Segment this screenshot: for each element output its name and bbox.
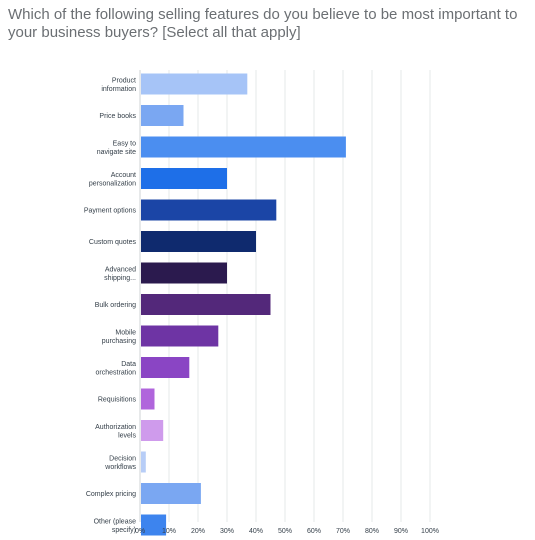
bar [141, 325, 219, 347]
bar [141, 357, 190, 378]
category-label: Payment options [84, 208, 137, 215]
bar [141, 105, 184, 126]
x-tick-label: 70% [336, 528, 350, 535]
x-tick-label: 60% [307, 528, 321, 535]
question-title: Which of the following selling features … [8, 6, 518, 41]
category-label: workflows [104, 464, 136, 471]
category-label: specify) [112, 527, 136, 534]
category-label: Requisitions [98, 397, 137, 404]
category-label: Advanced [105, 266, 136, 273]
category-label: Bulk ordering [95, 302, 136, 309]
bar [141, 420, 164, 441]
x-tick-label: 100% [421, 528, 439, 535]
category-label: levels [118, 432, 136, 439]
bar [141, 483, 201, 504]
bar [141, 168, 227, 189]
category-label: navigate site [97, 149, 136, 156]
x-tick-label: 20% [191, 528, 205, 535]
x-tick-label: 90% [394, 528, 408, 535]
category-label: Easy to [113, 140, 136, 147]
x-axis-ticks: 0% 10% 20% 30% 40% 50% 60% 70% 80% 90% 100% [135, 528, 439, 535]
category-label: Other (please [94, 518, 137, 525]
category-label: shipping... [104, 275, 136, 282]
category-label: Complex pricing [86, 491, 136, 498]
category-labels: Product information Price books Easy to navi… [84, 77, 137, 534]
bar [141, 262, 227, 284]
category-label: purchasing [102, 338, 136, 345]
x-tick-label: 50% [278, 528, 292, 535]
bar [141, 294, 271, 315]
bars [141, 73, 346, 536]
x-tick-label: 40% [249, 528, 263, 535]
bar [141, 73, 248, 95]
x-tick-label: 30% [220, 528, 234, 535]
category-label: Account [111, 172, 136, 179]
category-label: personalization [89, 180, 136, 187]
category-label: Product [112, 77, 136, 84]
bar [141, 231, 256, 252]
category-label: information [101, 86, 136, 93]
category-label: Decision [109, 455, 136, 462]
bar [141, 514, 167, 536]
bar [141, 388, 155, 410]
bar [141, 199, 277, 221]
category-label: Authorization [95, 424, 136, 431]
category-label: Custom quotes [89, 239, 137, 246]
category-label: Mobile [115, 329, 136, 336]
category-label: Data [121, 361, 136, 368]
bar [141, 451, 146, 473]
x-tick-label: 10% [162, 528, 176, 535]
x-tick-label: 0% [135, 528, 145, 535]
bar [141, 136, 346, 158]
category-label: orchestration [96, 369, 137, 376]
x-tick-label: 80% [365, 528, 379, 535]
category-label: Price books [99, 113, 136, 120]
